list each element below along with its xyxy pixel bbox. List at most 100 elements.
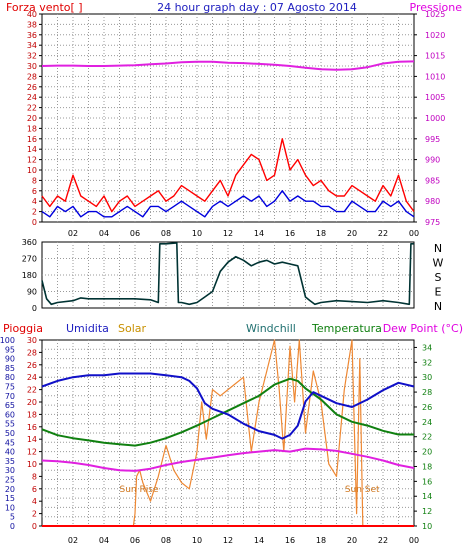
left-tick-label: 18 [27, 124, 37, 133]
rain-tick-label: 28 [27, 348, 37, 357]
x-tick-label: 18 [316, 536, 326, 545]
rain-tick-label: 0 [32, 522, 37, 531]
left-tick-label: 20 [27, 114, 37, 123]
rain-tick-label: 16 [27, 423, 37, 432]
rain-tick-label: 18 [27, 410, 37, 419]
temperature-tick-label: 10 [422, 522, 432, 531]
left-tick-label: 180 [22, 271, 37, 280]
x-tick-label: 08 [161, 229, 171, 238]
left-tick-label: 28 [27, 72, 37, 81]
left-tick-label: 8 [32, 176, 37, 185]
right-tick-label: 1015 [425, 52, 445, 61]
humidity-tick-label: 15 [5, 494, 15, 503]
x-tick-label: 10 [192, 536, 202, 545]
left-tick-label: 90 [27, 288, 37, 297]
humidity-tick-label: 85 [5, 364, 15, 373]
left-tick-label: 10 [27, 166, 37, 175]
left-tick-label: 2 [32, 208, 37, 217]
legend-solar: Solar [118, 322, 147, 335]
temperature-tick-label: 12 [422, 507, 432, 516]
x-tick-label: 00 [409, 229, 419, 238]
humidity-tick-label: 80 [5, 373, 15, 382]
humidity-tick-label: 25 [5, 476, 15, 485]
humidity-tick-label: 75 [5, 383, 15, 392]
series-line [41, 447, 415, 472]
x-tick-label: 02 [68, 536, 78, 545]
pressure-axis-label: Pressione [410, 1, 463, 14]
left-tick-label: 30 [27, 62, 37, 71]
x-tick-label: 02 [68, 229, 78, 238]
compass-label: S [435, 271, 442, 284]
series-line [41, 190, 415, 218]
x-tick-label: 00 [409, 536, 419, 545]
humidity-tick-label: 20 [5, 485, 15, 494]
compass-label: W [433, 257, 444, 270]
x-tick-label: 20 [347, 536, 357, 545]
humidity-tick-label: 90 [5, 355, 15, 364]
wind-axis-label: Forza vento[ ] [6, 1, 83, 14]
humidity-tick-label: 50 [5, 429, 15, 438]
rain-tick-label: 8 [32, 472, 37, 481]
compass-label: E [435, 286, 442, 299]
rain-tick-label: 24 [27, 373, 37, 382]
humidity-tick-label: 60 [5, 410, 15, 419]
rain-tick-label: 10 [27, 460, 37, 469]
series-line [41, 60, 415, 71]
x-tick-label: 20 [347, 229, 357, 238]
left-tick-label: 12 [27, 156, 37, 165]
chart-title: 24 hour graph day : 07 Agosto 2014 [157, 1, 357, 14]
left-tick-label: 38 [27, 20, 37, 29]
temperature-tick-label: 30 [422, 373, 432, 382]
rain-tick-label: 2 [32, 510, 37, 519]
x-tick-label: 22 [378, 536, 388, 545]
right-tick-label: 995 [425, 135, 440, 144]
humidity-tick-label: 95 [5, 345, 15, 354]
temperature-tick-label: 26 [422, 403, 432, 412]
humidity-tick-label: 65 [5, 401, 15, 410]
left-tick-label: 6 [32, 187, 37, 196]
temperature-tick-label: 14 [422, 492, 432, 501]
left-tick-label: 270 [22, 255, 37, 264]
x-tick-label: 08 [161, 536, 171, 545]
x-tick-label: 06 [130, 536, 140, 545]
temperature-humidity-panel: 0510152025303540455055606570758085909510… [0, 336, 432, 545]
humidity-tick-label: 0 [10, 522, 15, 531]
legend-temperatura: Temperatura [311, 322, 382, 335]
x-tick-label: 16 [285, 229, 295, 238]
right-tick-label: 1000 [425, 114, 445, 123]
legend-windchill: Windchill [246, 322, 296, 335]
series-line [41, 242, 414, 306]
x-tick-label: 04 [99, 536, 109, 545]
compass-label: N [434, 242, 442, 255]
left-tick-label: 22 [27, 104, 37, 113]
left-tick-label: 16 [27, 135, 37, 144]
right-tick-label: 1025 [425, 10, 445, 19]
x-tick-label: 06 [130, 229, 140, 238]
humidity-tick-label: 10 [5, 503, 15, 512]
right-tick-label: 1020 [425, 31, 445, 40]
rain-tick-label: 14 [27, 435, 37, 444]
left-tick-label: 4 [32, 197, 37, 206]
right-tick-label: 975 [425, 218, 440, 227]
humidity-tick-label: 70 [5, 392, 15, 401]
rain-tick-label: 20 [27, 398, 37, 407]
temperature-tick-label: 22 [422, 433, 432, 442]
left-tick-label: 0 [32, 304, 37, 313]
rain-tick-label: 30 [27, 336, 37, 345]
humidity-tick-label: 35 [5, 457, 15, 466]
x-tick-label: 14 [254, 536, 264, 545]
series-line [41, 138, 415, 213]
humidity-tick-label: 45 [5, 438, 15, 447]
sun-annotation: Sun Rise [120, 485, 159, 495]
rain-tick-label: 12 [27, 448, 37, 457]
rain-tick-label: 22 [27, 386, 37, 395]
left-tick-label: 34 [27, 41, 37, 50]
left-tick-label: 32 [27, 52, 37, 61]
humidity-tick-label: 40 [5, 448, 15, 457]
legend-pioggia: Pioggia [3, 322, 43, 335]
left-tick-label: 40 [27, 10, 37, 19]
temperature-tick-label: 18 [422, 462, 432, 471]
legend-umidita: Umidita [66, 322, 109, 335]
